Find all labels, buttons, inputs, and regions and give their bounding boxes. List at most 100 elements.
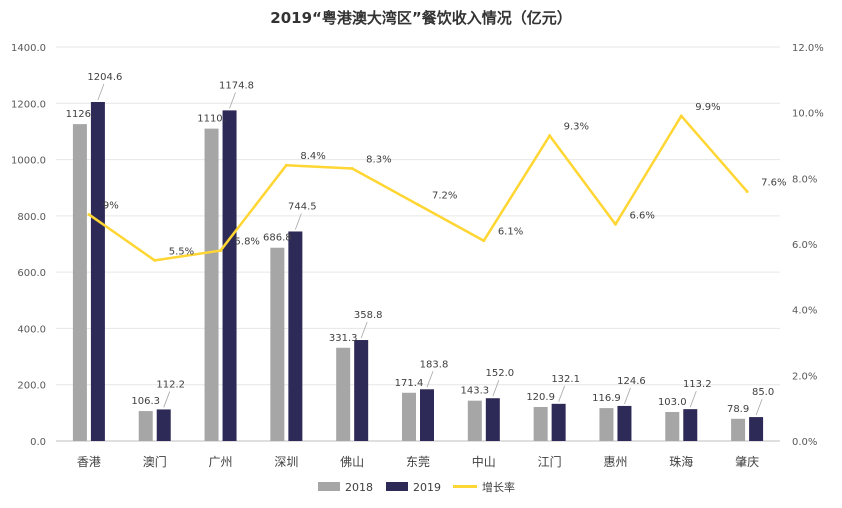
growth-label: 8.4% [300, 151, 325, 162]
bar-2019 [156, 409, 171, 441]
category-label: 江门 [538, 454, 562, 469]
category-label: 澳门 [143, 454, 167, 469]
left-tick-label: 1200.0 [11, 99, 46, 110]
data-label-2018: 143.3 [460, 386, 489, 397]
bar-2018 [402, 392, 416, 441]
growth-label: 6.1% [498, 227, 523, 238]
bar-2018 [467, 400, 482, 441]
bar-2018 [204, 128, 219, 441]
data-label-2019: 358.8 [354, 310, 383, 321]
data-label-2018: 120.9 [526, 392, 555, 403]
left-tick-label: 800.0 [17, 212, 46, 223]
data-label-2019: 112.2 [156, 379, 185, 390]
data-label-2018: 1110. [197, 114, 226, 125]
category-label: 深圳 [274, 455, 298, 469]
bar-2019 [749, 417, 764, 441]
category-label: 珠海 [669, 454, 693, 469]
legend: 2018 2019 增长率 [318, 480, 515, 494]
growth-label: 9.9% [695, 102, 720, 113]
data-label-2018: 106.3 [131, 396, 160, 407]
leader-line [229, 92, 236, 109]
data-label-2018: 1126. [66, 109, 95, 120]
growth-label: 7.6% [761, 177, 786, 188]
growth-point [613, 222, 617, 226]
category-label: 惠州 [603, 455, 627, 469]
chart-title: 2019“粤港澳大湾区”餐饮收入情况（亿元） [270, 9, 571, 27]
bar-2018 [138, 411, 153, 441]
bar-2019 [683, 409, 698, 441]
leader-line [294, 213, 302, 230]
left-tick-label: 1000.0 [11, 156, 46, 167]
right-tick-label: 0.0% [792, 437, 817, 448]
leader-line [163, 391, 171, 408]
data-label-2018: 686.8 [263, 233, 292, 244]
data-label-2018: 331.3 [329, 333, 358, 344]
category-labels: 香港 澳门 广州 深圳 佛山 东莞 中山 江门 惠州 珠海 肇庆 [77, 454, 759, 469]
growth-point [219, 249, 223, 253]
bar-2018 [336, 347, 351, 441]
growth-point [87, 212, 91, 216]
legend-swatch-2018 [318, 482, 340, 491]
left-tick-label: 200.0 [17, 381, 46, 392]
data-label-2019: 132.1 [551, 374, 580, 385]
leader-line [360, 321, 368, 339]
category-label: 肇庆 [735, 454, 759, 469]
bar-2019 [551, 403, 566, 441]
left-axis-ticks: 0.0 200.0 400.0 600.0 800.0 1000.0 1200.0 1400.… [11, 43, 46, 448]
growth-point [416, 203, 420, 207]
bar-2018 [533, 406, 548, 441]
right-axis-ticks: 0.0% 2.0% 4.0% 6.0% 8.0% 10.0% 12.0% [792, 43, 824, 448]
right-tick-label: 6.0% [792, 240, 817, 251]
legend-label-growth: 增长率 [482, 480, 515, 494]
right-tick-label: 8.0% [792, 174, 817, 185]
growth-label: 5.8% [235, 237, 260, 248]
right-tick-label: 12.0% [792, 43, 824, 54]
growth-label: 7.2% [432, 191, 457, 202]
growth-label: 8.3% [366, 154, 391, 165]
leader-line [426, 371, 434, 388]
bar-2018 [731, 418, 746, 441]
leader-line [689, 391, 697, 408]
growth-polyline [88, 114, 749, 262]
growth-point [679, 114, 683, 118]
leader-line [558, 385, 566, 402]
data-label-2019: 744.5 [288, 201, 317, 212]
category-label: 中山 [472, 454, 496, 469]
bar-2019 [420, 389, 434, 441]
growth-point [284, 163, 288, 167]
bar-2018 [270, 247, 285, 441]
bar-2019 [222, 110, 237, 441]
left-tick-label: 0.0 [30, 437, 46, 448]
growth-label: 5.5% [169, 246, 194, 257]
bar-2019 [485, 398, 500, 441]
bar-2019 [617, 405, 632, 441]
legend-label-2018: 2018 [345, 481, 373, 494]
category-label: 香港 [77, 455, 101, 469]
growth-point [745, 189, 749, 193]
legend-label-2019: 2019 [413, 481, 441, 494]
data-label-2019: 113.2 [683, 379, 712, 390]
data-label-2019: 124.6 [617, 376, 646, 387]
category-label: 东莞 [406, 455, 430, 469]
gridlines [56, 46, 780, 442]
data-label-2019: 152.0 [485, 368, 514, 379]
data-label-2019: 183.8 [420, 359, 449, 370]
bars [72, 101, 764, 442]
bar-2019 [354, 340, 369, 441]
legend-swatch-2019 [386, 482, 408, 491]
left-tick-label: 600.0 [17, 268, 46, 279]
growth-label: 6.6% [629, 210, 654, 221]
data-label-2019: 85.0 [752, 387, 774, 398]
right-tick-label: 2.0% [792, 371, 817, 382]
data-label-2018: 78.9 [727, 404, 749, 415]
leader-line [755, 398, 763, 416]
category-label: 佛山 [340, 455, 364, 469]
data-label-2019: 1204.6 [87, 72, 122, 83]
bar-2018 [665, 412, 680, 441]
left-tick-label: 400.0 [17, 324, 46, 335]
data-label-2019: 1174.8 [219, 80, 254, 91]
right-tick-label: 10.0% [792, 109, 824, 120]
growth-point [153, 258, 157, 262]
